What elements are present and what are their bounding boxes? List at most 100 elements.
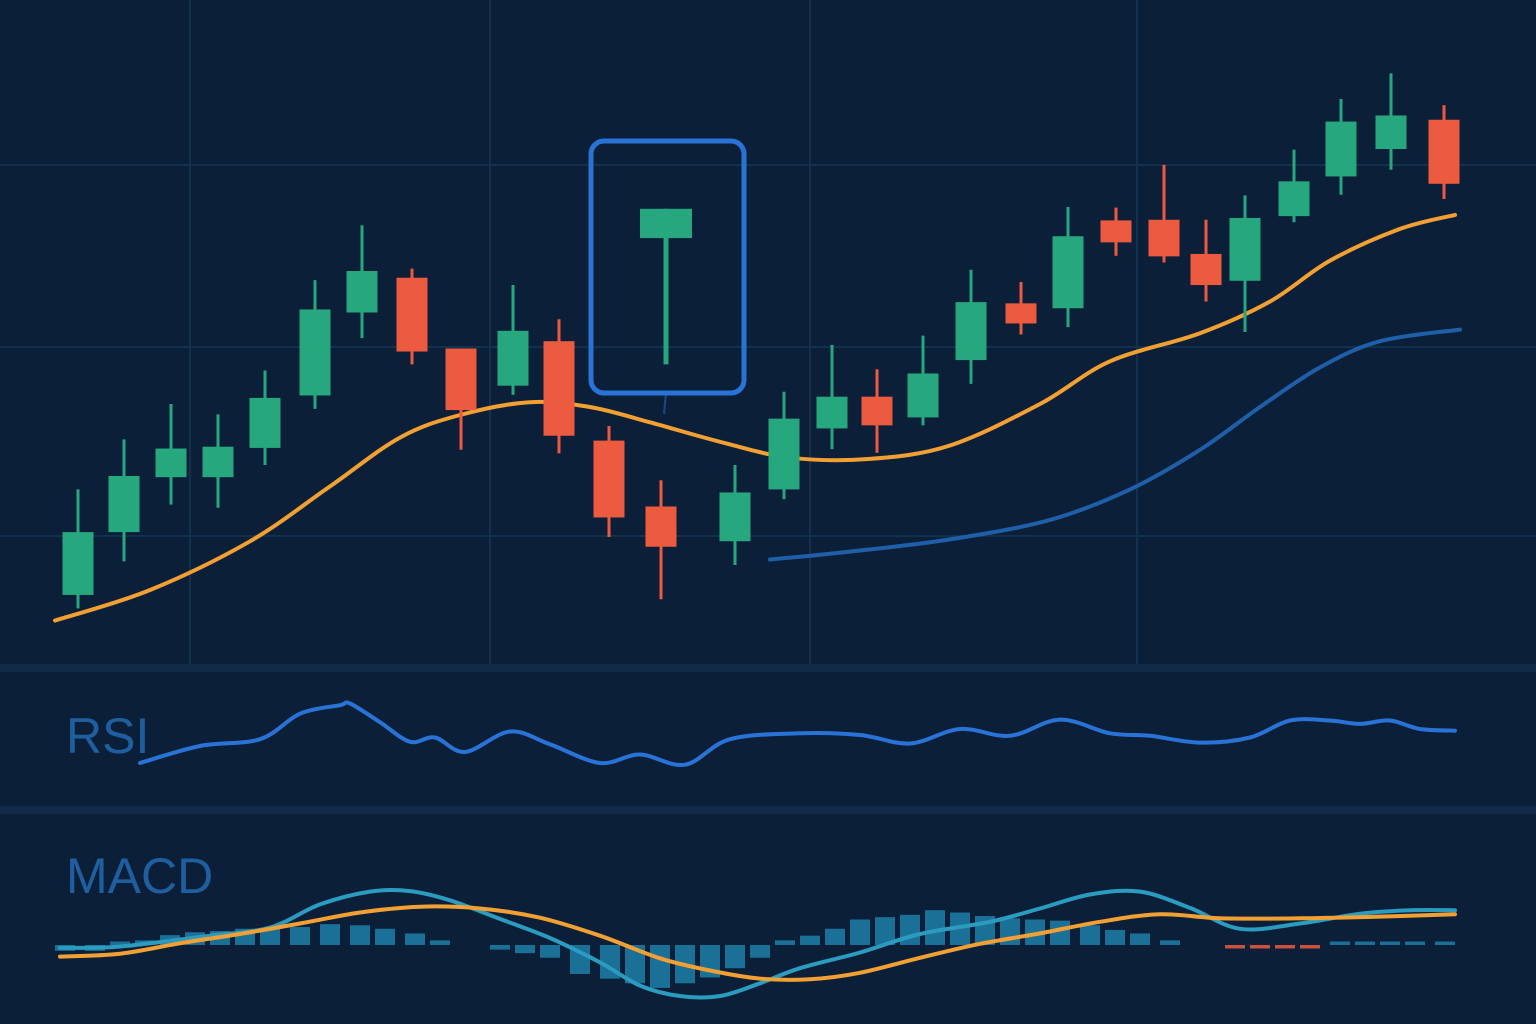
histogram-bar bbox=[925, 910, 945, 945]
histogram-bar bbox=[1105, 929, 1125, 945]
histogram-bar bbox=[1160, 940, 1180, 945]
candle-body bbox=[1005, 303, 1037, 324]
panel-divider bbox=[0, 806, 1536, 814]
rsi-series bbox=[138, 700, 1457, 768]
histogram-bar bbox=[625, 945, 645, 984]
histogram-bar bbox=[1380, 941, 1400, 945]
histogram-bar bbox=[290, 927, 310, 945]
candle-body bbox=[543, 341, 575, 436]
candle-body bbox=[768, 418, 800, 490]
candle-body bbox=[1375, 115, 1407, 150]
histogram-bar bbox=[800, 935, 820, 945]
highlight-pointer bbox=[663, 392, 667, 415]
candle-body bbox=[861, 396, 893, 426]
histogram-bar bbox=[825, 928, 845, 945]
macd-line bbox=[58, 887, 1457, 1000]
bearish-candle bbox=[396, 268, 428, 365]
bullish-candle bbox=[202, 414, 234, 508]
candle-body bbox=[1428, 119, 1460, 184]
bullish-candle bbox=[1052, 206, 1084, 328]
bullish-candle bbox=[1375, 73, 1407, 170]
candle-body bbox=[645, 506, 677, 547]
rsi-line bbox=[138, 700, 1457, 768]
bearish-candle bbox=[1428, 105, 1460, 200]
bearish-candle bbox=[445, 348, 477, 450]
candle-body bbox=[62, 532, 94, 595]
histogram-bar bbox=[430, 940, 450, 945]
macd-panel-label: MACD bbox=[66, 848, 213, 904]
candlestick-series bbox=[62, 73, 1460, 609]
candle-body bbox=[719, 492, 751, 542]
histogram-bar bbox=[490, 945, 510, 950]
bearish-candle bbox=[861, 369, 893, 453]
bullish-candle bbox=[108, 439, 140, 562]
candle-body bbox=[1148, 219, 1180, 257]
candle-body bbox=[1229, 217, 1261, 281]
bearish-candle bbox=[1190, 219, 1222, 302]
histogram-bar bbox=[1080, 925, 1100, 945]
histogram-bar bbox=[570, 945, 590, 974]
bullish-candle bbox=[955, 269, 987, 384]
histogram-bar bbox=[875, 917, 895, 945]
candle-body bbox=[1190, 253, 1222, 286]
bullish-candle bbox=[719, 465, 751, 566]
bullish-candle bbox=[1278, 149, 1310, 223]
moving-average-lines bbox=[53, 212, 1462, 623]
bearish-candle bbox=[1100, 207, 1132, 256]
histogram-bar bbox=[515, 945, 535, 954]
candle-body bbox=[497, 330, 529, 386]
candle-body bbox=[907, 373, 939, 418]
histogram-bar bbox=[1435, 941, 1455, 945]
histogram-bar bbox=[850, 919, 870, 945]
candle-body bbox=[816, 396, 848, 429]
panel-divider bbox=[0, 664, 1536, 672]
panel-dividers bbox=[0, 664, 1536, 814]
candle-body bbox=[955, 302, 987, 361]
candle-body bbox=[155, 448, 187, 478]
histogram-bar-negative bbox=[1275, 945, 1295, 949]
bullish-candle bbox=[816, 344, 848, 450]
histogram-bar bbox=[320, 924, 340, 945]
bullish-candle bbox=[249, 370, 281, 465]
bullish-candle bbox=[1325, 99, 1357, 195]
histogram-bar bbox=[725, 945, 745, 969]
histogram-bar bbox=[260, 928, 280, 945]
macd-series bbox=[58, 887, 1457, 1000]
candle-body bbox=[445, 348, 477, 411]
histogram-bar bbox=[1330, 941, 1350, 945]
histogram-bar bbox=[110, 941, 130, 945]
bearish-candle bbox=[1148, 164, 1180, 263]
histogram-bar bbox=[650, 945, 670, 988]
histogram-bar bbox=[1025, 919, 1045, 945]
bullish-candle bbox=[346, 225, 378, 339]
bearish-candle bbox=[543, 319, 575, 454]
candle-body bbox=[202, 446, 234, 478]
bullish-candle bbox=[155, 404, 187, 505]
bearish-candle bbox=[1005, 282, 1037, 335]
candle-body bbox=[249, 397, 281, 448]
bullish-candle bbox=[62, 489, 94, 609]
candle-body bbox=[346, 271, 378, 313]
hammer-body bbox=[640, 208, 692, 239]
bearish-candle bbox=[593, 425, 625, 537]
histogram-bar-negative bbox=[1300, 945, 1320, 949]
candle-body bbox=[108, 475, 140, 533]
histogram-bar bbox=[750, 945, 770, 958]
bearish-candle bbox=[645, 480, 677, 600]
histogram-bar bbox=[775, 940, 795, 945]
histogram-bar bbox=[1130, 933, 1150, 945]
histogram-bar-negative bbox=[1250, 945, 1270, 949]
histogram-bar bbox=[350, 925, 370, 945]
candle-body bbox=[1100, 220, 1132, 243]
candle-body bbox=[1325, 121, 1357, 177]
candle-body bbox=[1052, 236, 1084, 309]
histogram-bar bbox=[540, 945, 560, 958]
histogram-bar-negative bbox=[1225, 945, 1245, 949]
candle-body bbox=[593, 440, 625, 518]
histogram-bar bbox=[375, 928, 395, 945]
bullish-candle bbox=[1229, 195, 1261, 333]
histogram-bar bbox=[405, 933, 425, 945]
bullish-candle bbox=[299, 280, 331, 409]
